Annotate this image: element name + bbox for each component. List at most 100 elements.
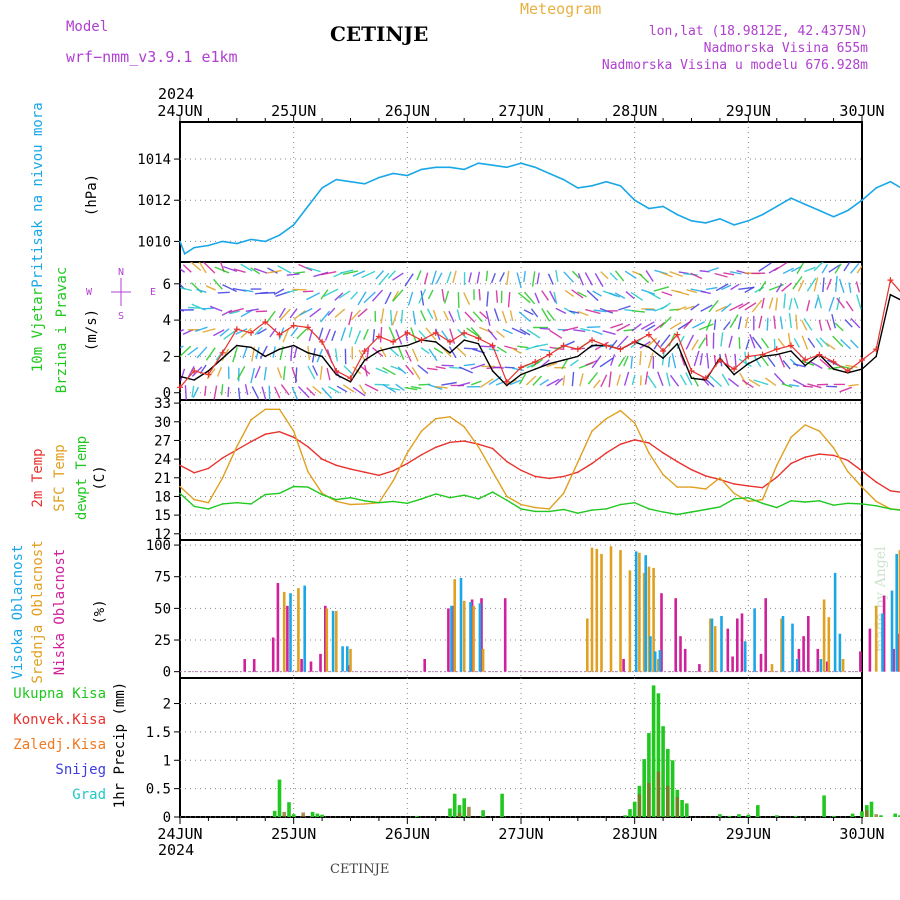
temp-line-dewpoint-point xyxy=(690,511,693,513)
wind-barb xyxy=(254,365,261,379)
wind-barb xyxy=(471,380,482,386)
wind-barb xyxy=(631,323,642,332)
wind-barb xyxy=(375,367,388,374)
wind-speed-line-point xyxy=(875,355,877,358)
wind-barb xyxy=(775,297,778,311)
temp-line-temp_sfc-point xyxy=(605,417,608,420)
temp-line-temp_2m-point xyxy=(676,460,679,463)
wind-barb xyxy=(342,270,359,275)
temp-line-temp_2m-point xyxy=(264,433,267,436)
wind-barb xyxy=(549,329,563,339)
y-tick-label: 75 xyxy=(154,570,171,586)
precip-total-bar xyxy=(651,685,656,817)
wind-barb xyxy=(192,386,200,398)
precip-total-bar xyxy=(452,793,457,817)
wind-barb xyxy=(265,310,276,324)
wind-barb xyxy=(311,348,316,363)
wind-barb xyxy=(796,262,805,275)
temp-line-temp_sfc-point xyxy=(747,500,750,503)
y-tick-label: 25 xyxy=(154,633,171,649)
wind-gust-marker xyxy=(802,357,809,364)
wind-barb xyxy=(782,360,791,370)
cloud-bar-cloud_mid xyxy=(282,591,286,672)
wind-gust-marker xyxy=(361,347,368,354)
wind-gust-marker xyxy=(489,342,496,349)
temp-line-temp_sfc-point xyxy=(420,430,423,432)
wind-gust-marker xyxy=(702,375,709,382)
cloud-bar-cloud_high xyxy=(289,593,292,672)
wind-barb xyxy=(312,385,322,395)
top-day-label: 27JUN xyxy=(498,102,543,120)
wind-axis-title: 10m Vjetar xyxy=(30,288,46,372)
wind-barb xyxy=(801,319,808,331)
wind-barb xyxy=(734,353,737,368)
compass-e-label: E xyxy=(150,287,156,298)
wind-barb xyxy=(618,356,626,368)
wind-barb xyxy=(713,319,717,331)
wind-speed-line-point xyxy=(889,293,892,296)
wind-barb xyxy=(609,272,618,281)
wind-barb xyxy=(485,270,489,282)
wind-barb xyxy=(358,384,367,395)
y-tick-label: 6 xyxy=(163,277,171,293)
wind-barb xyxy=(509,379,521,386)
wind-barb xyxy=(592,290,602,297)
wind-barb xyxy=(647,352,654,369)
wind-barb xyxy=(441,346,452,358)
wind-barb xyxy=(400,309,404,324)
wind-barb xyxy=(709,375,723,388)
wind-barb xyxy=(645,337,658,348)
pressure-line-point xyxy=(889,180,892,183)
wind-barb xyxy=(773,262,788,272)
wind-speed-line-point xyxy=(463,339,466,341)
wind-speed-line-point xyxy=(292,344,295,347)
wind-barb xyxy=(342,384,355,393)
cloud-bar-cloud_low xyxy=(816,648,820,672)
precip-conv-bar xyxy=(874,814,878,817)
wind-barb xyxy=(806,300,811,312)
wind-barb xyxy=(744,317,749,329)
cloud-bar-cloud_low xyxy=(319,653,322,672)
wind-barb xyxy=(533,343,549,348)
temp-line-temp_sfc-point xyxy=(719,477,721,479)
wind-barb xyxy=(457,381,471,387)
wind-barb xyxy=(645,308,656,311)
wind-barb xyxy=(686,289,698,294)
cloud-bar-cloud_mid xyxy=(647,566,651,672)
wind-barb xyxy=(788,313,792,328)
wind-barb xyxy=(801,335,809,350)
temp-line-temp_sfc-point xyxy=(506,495,508,498)
temp-line-temp_2m-point xyxy=(292,436,295,439)
wind-barb xyxy=(240,327,252,339)
wind-barb xyxy=(631,374,636,386)
wind-barb xyxy=(499,272,505,282)
temp-line-temp_sfc-point xyxy=(449,416,451,418)
wind-speed-line xyxy=(179,293,900,387)
wind-barb xyxy=(836,296,841,311)
pressure-line-point xyxy=(662,205,664,208)
wind-barb xyxy=(585,359,598,366)
wind-barb xyxy=(279,308,291,321)
wind-barb xyxy=(359,364,371,375)
wind-barb xyxy=(555,307,567,315)
temp-line-temp_sfc-point xyxy=(875,500,877,503)
temp-line-dewpoint-point xyxy=(633,501,636,504)
cloud-bar-cloud_mid xyxy=(713,626,717,672)
wind-barb xyxy=(391,290,399,302)
pressure-line-point xyxy=(733,224,735,226)
wind-barb xyxy=(706,379,715,388)
pressure-line-point xyxy=(477,162,480,164)
wind-barb xyxy=(511,347,522,354)
y-tick-label: 4 xyxy=(163,313,171,329)
wind-barb xyxy=(610,323,624,329)
temp-line-dewpoint-point xyxy=(861,503,863,505)
temp-line-dewpoint-point xyxy=(520,508,522,510)
wind-gust-marker xyxy=(518,364,524,371)
pressure-line-point xyxy=(719,218,721,220)
temp-line-dewpoint-point xyxy=(804,501,806,503)
wind-barb xyxy=(555,269,559,282)
wind-barb xyxy=(577,291,587,298)
cloud-bar-cloud_high xyxy=(881,613,884,672)
wind-barb xyxy=(523,291,536,305)
wind-barb xyxy=(639,341,651,349)
